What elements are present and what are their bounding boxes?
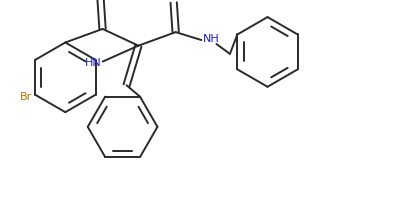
Text: NH: NH [203, 34, 220, 44]
Text: HN: HN [85, 58, 102, 68]
Text: Br: Br [20, 92, 32, 102]
